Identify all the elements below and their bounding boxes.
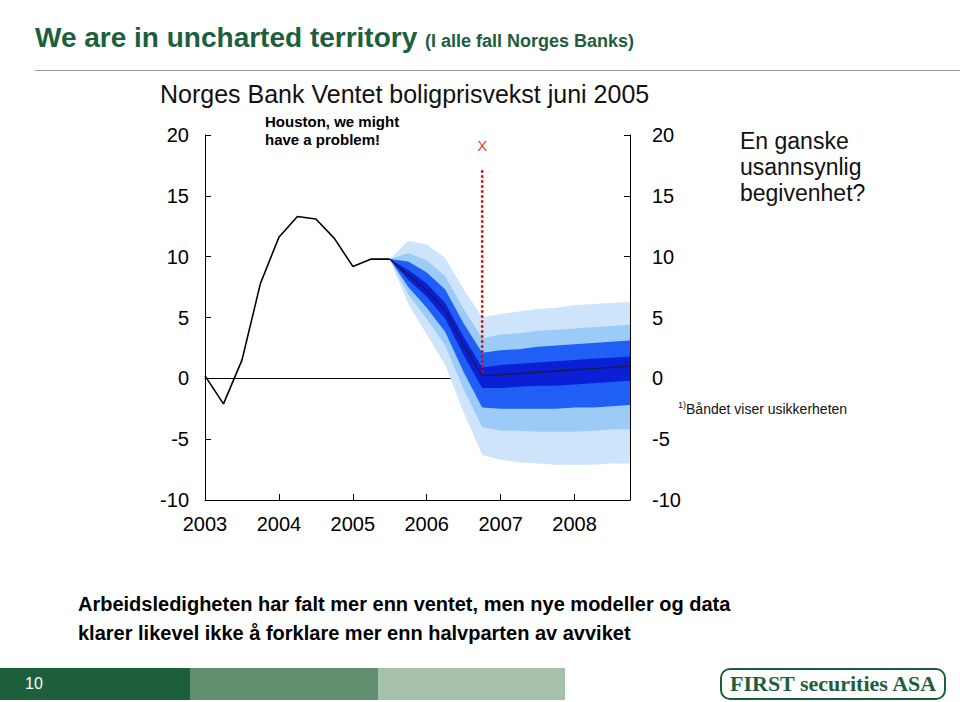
svg-text:2004: 2004 (257, 513, 302, 535)
html-text:1)Båndet viser usikkerheten: 1)Båndet viser usikkerheten (678, 400, 848, 417)
html-text:FIRST securities ASA: FIRST securities ASA (730, 671, 937, 696)
svg-text:-10: -10 (652, 489, 681, 511)
svg-text:20: 20 (652, 124, 674, 146)
svg-text:20: 20 (167, 124, 189, 146)
svg-text:have a problem!: have a problem! (265, 131, 380, 148)
svg-text:-10: -10 (160, 489, 189, 511)
svg-text:-5: -5 (171, 428, 189, 450)
html-text:Arbeidsledigheten har falt mer: Arbeidsledigheten har falt mer enn vente… (78, 593, 731, 644)
svg-text:15: 15 (167, 185, 189, 207)
svg-text:2007: 2007 (478, 513, 523, 535)
html-text:10: 10 (25, 675, 43, 692)
html-text:En ganske usannsynlig begivenh: En ganske usannsynlig begivenhet? (740, 128, 866, 206)
svg-text:5: 5 (178, 307, 189, 329)
svg-text:0: 0 (178, 367, 189, 389)
svg-text:2006: 2006 (404, 513, 449, 535)
svg-text:Norges Bank Ventet boligprisve: Norges Bank Ventet boligprisvekst juni 2… (160, 80, 649, 108)
svg-text:-5: -5 (652, 428, 670, 450)
html-text:We are in uncharted territory: We are in uncharted territory (I alle fa… (35, 22, 635, 53)
svg-text:5: 5 (652, 307, 663, 329)
svg-text:10: 10 (652, 246, 674, 268)
svg-text:10: 10 (167, 246, 189, 268)
svg-text:Houston, we might: Houston, we might (265, 113, 399, 130)
svg-text:X: X (477, 137, 487, 154)
svg-text:0: 0 (652, 367, 663, 389)
svg-text:15: 15 (652, 185, 674, 207)
svg-text:2005: 2005 (331, 513, 376, 535)
svg-text:2003: 2003 (183, 513, 228, 535)
svg-text:2008: 2008 (552, 513, 597, 535)
